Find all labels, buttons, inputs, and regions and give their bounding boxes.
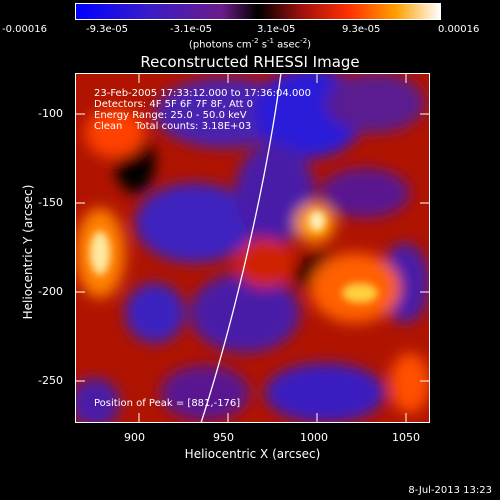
detectors-text: Detectors: 4F 5F 6F 7F 8F, Att 0 xyxy=(94,99,254,110)
x-tick-label: 950 xyxy=(213,431,234,444)
colorbar-tick-label: 3.1e-05 xyxy=(257,24,296,35)
image-title: Reconstructed RHESSI Image xyxy=(140,53,360,71)
time-range-text: 23-Feb-2005 17:33:12.000 to 17:36:04.000 xyxy=(94,88,312,99)
colorbar-tick-label: 0.00016 xyxy=(438,24,480,35)
energy-range-text: Energy Range: 25.0 - 50.0 keV xyxy=(94,110,247,121)
x-tick-label: 1000 xyxy=(300,431,328,444)
x-axis-label: Heliocentric X (arcsec) xyxy=(184,447,321,461)
peak-position-text: Position of Peak = [881,-176] xyxy=(94,398,241,409)
colorbar xyxy=(75,3,441,20)
y-tick-label: -200 xyxy=(38,285,63,298)
colorbar-tick-label: -0.00016 xyxy=(2,24,47,35)
colorbar-tick-label: 9.3e-05 xyxy=(342,24,381,35)
x-tick-label: 900 xyxy=(124,431,145,444)
solar-limb-line xyxy=(200,73,282,423)
clean-counts-text: Clean Total counts: 3.18E+03 xyxy=(94,121,252,132)
colorbar-tick-label: -3.1e-05 xyxy=(170,24,212,35)
x-tick-label: 1050 xyxy=(392,431,420,444)
timestamp: 8-Jul-2013 13:23 xyxy=(408,485,492,496)
y-axis-label: Heliocentric Y (arcsec) xyxy=(21,184,35,320)
y-tick-label: -150 xyxy=(38,196,63,209)
colorbar-units: (photons cm-2 s-1 asec-2) xyxy=(188,37,312,51)
y-tick-label: -250 xyxy=(38,374,63,387)
colorbar-tick-label: -9.3e-05 xyxy=(86,24,128,35)
colorbar-tick-labels: -0.00016 -9.3e-05 -3.1e-05 3.1e-05 9.3e-… xyxy=(0,24,500,38)
rhessi-image xyxy=(75,73,430,423)
y-tick-label: -100 xyxy=(38,107,63,120)
